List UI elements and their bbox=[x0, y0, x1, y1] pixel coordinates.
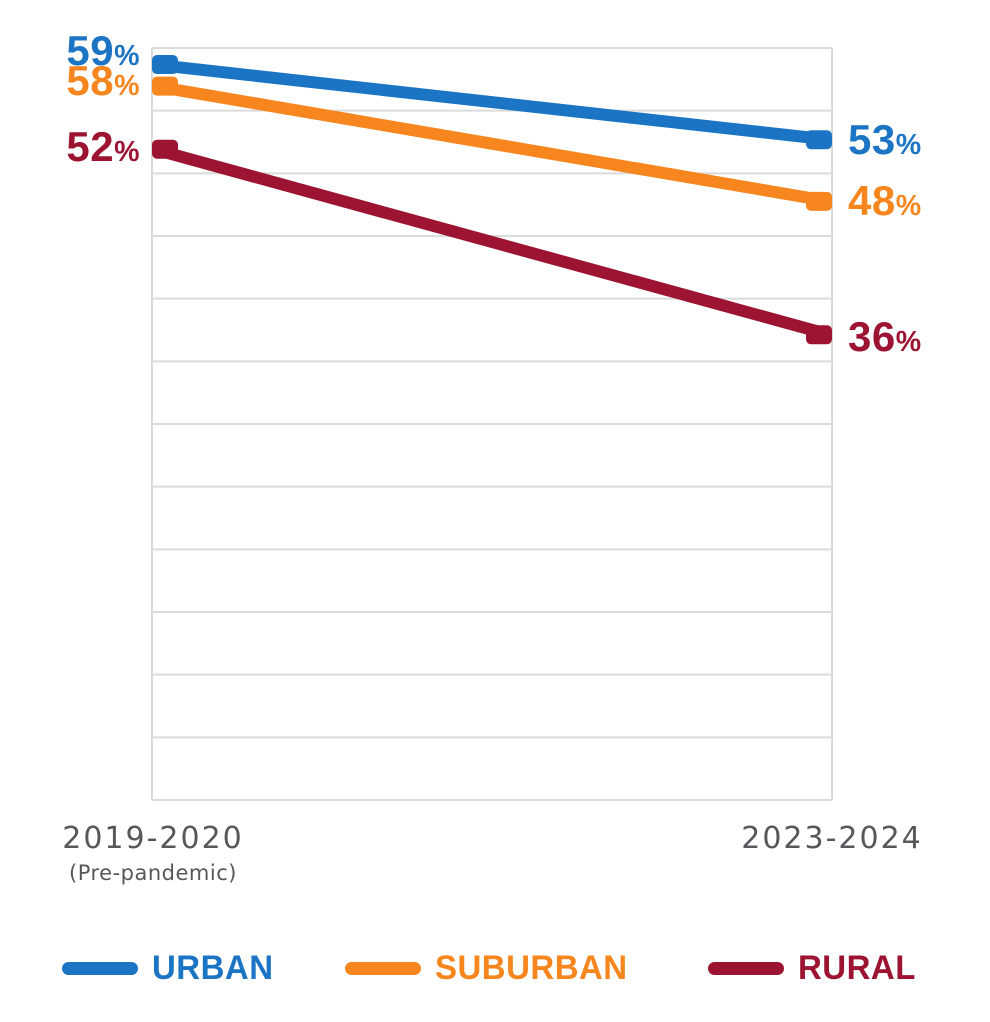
percent-sign: % bbox=[114, 39, 140, 72]
value-label-urban-end: 53% bbox=[848, 115, 922, 163]
value-label-urban-start: 59% bbox=[66, 26, 140, 74]
series-line-suburban bbox=[152, 80, 832, 208]
legend-label: URBAN bbox=[152, 948, 274, 987]
legend-item-urban: URBAN bbox=[62, 944, 277, 992]
percent-sign: % bbox=[895, 325, 922, 358]
data-point-marker bbox=[806, 130, 832, 150]
percent-sign: % bbox=[895, 128, 922, 161]
value-label-rural-end: 36% bbox=[848, 312, 922, 360]
data-point-marker bbox=[152, 55, 178, 75]
data-point-marker bbox=[806, 191, 832, 211]
x-tick-left: 2019-2020 (Pre-pandemic) bbox=[62, 822, 244, 888]
x-tick-right-label: 2023-2024 bbox=[741, 821, 923, 856]
percent-sign: % bbox=[895, 190, 922, 223]
series-line-urban bbox=[153, 58, 831, 146]
series-line-rural bbox=[152, 143, 832, 341]
legend-swatch-icon bbox=[708, 961, 784, 975]
legend-item-rural: RURAL bbox=[708, 944, 919, 992]
x-tick-left-label: 2019-2020 bbox=[62, 821, 244, 856]
legend-swatch-icon bbox=[345, 961, 421, 975]
x-tick-right: 2023-2024 bbox=[741, 822, 923, 856]
data-point-marker bbox=[152, 139, 178, 159]
legend-label: SUBURBAN bbox=[435, 948, 628, 987]
value-label-suburban-end: 48% bbox=[848, 177, 922, 225]
data-point-marker bbox=[806, 325, 832, 345]
x-tick-left-note: (Pre-pandemic) bbox=[69, 861, 237, 885]
value-label-rural-start: 52% bbox=[66, 123, 140, 171]
legend-swatch-icon bbox=[62, 961, 138, 975]
value-label-suburban-start: 58% bbox=[66, 57, 140, 105]
percent-sign: % bbox=[114, 136, 140, 169]
legend-item-suburban: SUBURBAN bbox=[345, 944, 634, 992]
data-point-marker bbox=[152, 76, 178, 96]
legend-label: RURAL bbox=[798, 948, 916, 987]
percent-sign: % bbox=[114, 70, 140, 103]
